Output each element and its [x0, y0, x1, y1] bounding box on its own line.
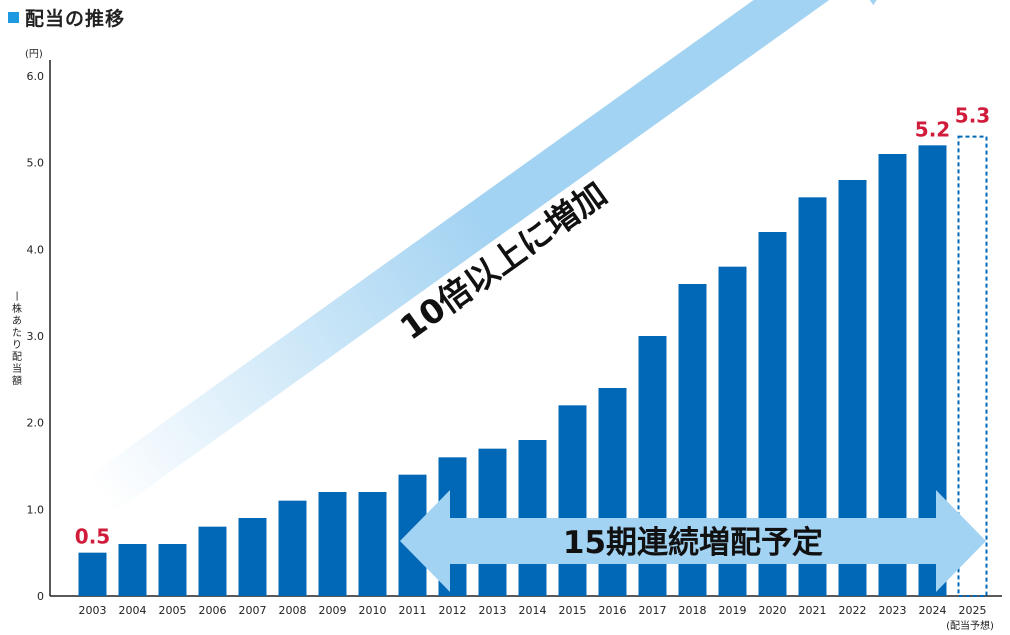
forecast-note: (配当予想)	[946, 619, 994, 632]
x-tick-label: 2010	[359, 604, 387, 617]
x-tick-label: 2013	[479, 604, 507, 617]
bar-2016	[598, 388, 627, 596]
x-tick-label: 2017	[639, 604, 667, 617]
chart-title-group: 配当の推移	[8, 4, 125, 31]
x-tick-label: 2019	[719, 604, 747, 617]
value-label-2024: 5.2	[915, 117, 950, 141]
y-axis-label-char: り	[12, 339, 22, 351]
x-tick-label: 2003	[79, 604, 107, 617]
y-axis-label-char: 配	[12, 351, 22, 363]
y-tick-label: 0	[37, 590, 44, 603]
x-tick-label: 2024	[919, 604, 947, 617]
title-bullet-icon	[8, 12, 19, 23]
bar-2006	[198, 526, 227, 596]
bar-2007	[238, 518, 267, 596]
value-label-2003: 0.5	[75, 525, 110, 549]
bar-2005	[158, 544, 187, 596]
y-unit-label: (円)	[25, 49, 43, 60]
x-tick-label: 2021	[799, 604, 827, 617]
y-axis-label-char: あ	[12, 315, 22, 327]
x-tick-label: 2022	[839, 604, 867, 617]
y-axis-label-char: 額	[12, 374, 22, 387]
y-ticks: 0 1.0 2.0 3.0 4.0 5.0 6.0	[27, 70, 45, 603]
y-tick-label: 2.0	[27, 417, 45, 430]
value-label-2025: 5.3	[955, 104, 990, 128]
bar-forecast-2025	[957, 135, 988, 598]
y-axis-label-char: 株	[12, 302, 22, 315]
y-axis-label-char: 当	[12, 362, 22, 375]
x-tick-label: 2023	[879, 604, 907, 617]
bar-2010	[358, 492, 387, 596]
x-tick-label: 2014	[519, 604, 547, 617]
y-tick-label: 1.0	[27, 503, 45, 516]
x-tick-label: 2005	[159, 604, 187, 617]
y-tick-label: 3.0	[27, 330, 45, 343]
x-tick-label: 2004	[119, 604, 147, 617]
x-tick-label: 2015	[559, 604, 587, 617]
x-tick-label: 2025	[959, 604, 987, 617]
x-tick-label: 2020	[759, 604, 787, 617]
growth-arrow	[87, 0, 946, 513]
bar-2015	[558, 405, 587, 596]
y-tick-label: 5.0	[27, 157, 45, 170]
bar-2009	[318, 492, 347, 596]
y-axis-label-char: た	[12, 327, 22, 339]
x-tick-label: 2009	[319, 604, 347, 617]
y-tick-label: 4.0	[27, 243, 45, 256]
x-tick-label: 2008	[279, 604, 307, 617]
x-tick-label: 2007	[239, 604, 267, 617]
x-tick-label: 2006	[199, 604, 227, 617]
streak-arrow	[400, 490, 986, 592]
streak-arrow-label: 15期連続増配予定	[563, 525, 823, 561]
x-tick-label: 2016	[599, 604, 627, 617]
x-tick-label: 2018	[679, 604, 707, 617]
chart-title: 配当の推移	[25, 8, 126, 30]
y-axis-label-char: 一	[10, 291, 21, 301]
bar-2004	[118, 544, 147, 596]
x-tick-labels: 2003 2004 2005 2006 2007 2008 2009 2010 2011 2012…	[79, 604, 987, 617]
bar-2003	[78, 552, 107, 596]
bar-2008	[278, 500, 307, 596]
x-tick-label: 2011	[399, 604, 427, 617]
y-tick-label: 6.0	[27, 70, 45, 83]
x-tick-label: 2012	[439, 604, 467, 617]
